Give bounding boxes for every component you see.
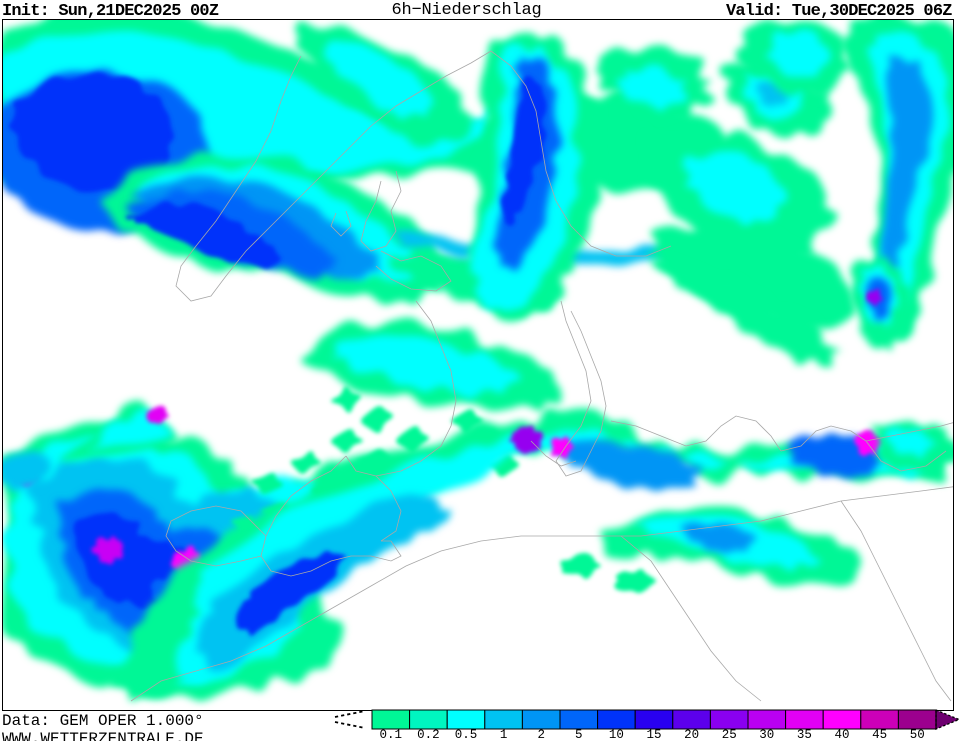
svg-text:0.2: 0.2 bbox=[417, 728, 440, 741]
svg-text:5: 5 bbox=[575, 728, 583, 741]
svg-text:0.1: 0.1 bbox=[380, 728, 403, 741]
svg-text:1: 1 bbox=[500, 728, 508, 741]
svg-text:30: 30 bbox=[759, 728, 774, 741]
svg-text:35: 35 bbox=[797, 728, 812, 741]
svg-text:20: 20 bbox=[684, 728, 699, 741]
svg-text:40: 40 bbox=[834, 728, 849, 741]
svg-text:45: 45 bbox=[872, 728, 887, 741]
svg-text:15: 15 bbox=[646, 728, 661, 741]
svg-text:2: 2 bbox=[537, 728, 545, 741]
svg-text:10: 10 bbox=[609, 728, 624, 741]
svg-text:25: 25 bbox=[722, 728, 737, 741]
svg-text:0.5: 0.5 bbox=[455, 728, 478, 741]
svg-text:50: 50 bbox=[910, 728, 925, 741]
